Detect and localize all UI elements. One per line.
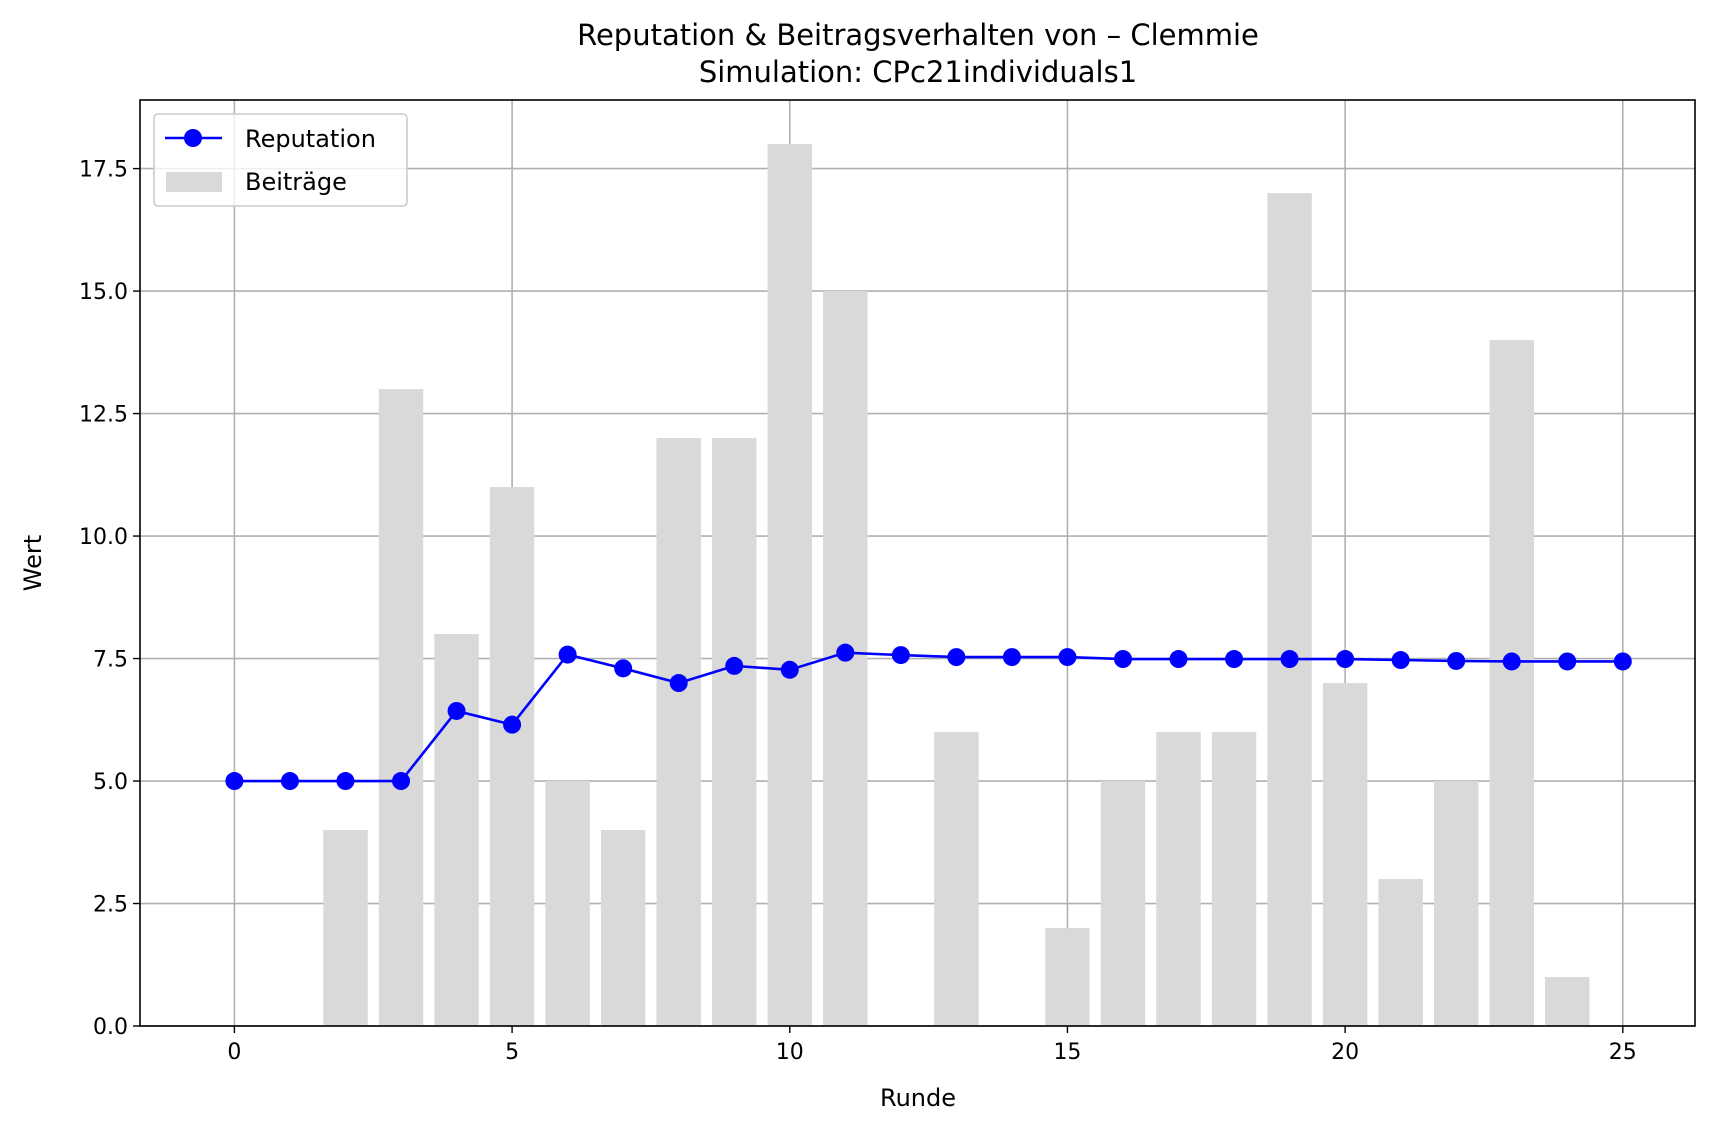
legend-marker-swatch bbox=[184, 129, 202, 147]
bar-series bbox=[323, 144, 1590, 1027]
bar-beitraege-6 bbox=[545, 781, 590, 1026]
bar-beitraege-22 bbox=[1433, 781, 1479, 1026]
bar-beitraege-3 bbox=[378, 389, 424, 1026]
bar-beitraege-4 bbox=[434, 634, 479, 1026]
reputation-point-12 bbox=[891, 646, 910, 665]
reputation-point-9 bbox=[725, 656, 744, 675]
y-tick-label: 10.0 bbox=[79, 525, 128, 550]
bar-beitraege-24 bbox=[1545, 977, 1590, 1026]
reputation-point-20 bbox=[1336, 650, 1355, 669]
y-tick-label: 7.5 bbox=[93, 648, 128, 673]
x-tick-label: 5 bbox=[505, 1040, 519, 1065]
legend-label-reputation: Reputation bbox=[245, 125, 376, 153]
reputation-point-0 bbox=[225, 772, 244, 791]
x-axis-ticks: 0 5 10 15 20 25 bbox=[227, 1026, 1637, 1065]
line-series bbox=[225, 643, 1632, 791]
reputation-point-5 bbox=[503, 715, 522, 734]
reputation-point-2 bbox=[336, 772, 355, 791]
y-tick-label: 17.5 bbox=[79, 158, 128, 183]
reputation-point-15 bbox=[1058, 648, 1077, 667]
reputation-point-14 bbox=[1002, 648, 1021, 667]
y-tick-label: 5.0 bbox=[93, 770, 128, 795]
bar-beitraege-2 bbox=[323, 830, 368, 1026]
bar-beitraege-9 bbox=[712, 438, 757, 1027]
reputation-point-22 bbox=[1447, 651, 1466, 670]
reputation-point-11 bbox=[836, 643, 855, 662]
bar-beitraege-17 bbox=[1156, 732, 1201, 1026]
x-tick-label: 25 bbox=[1609, 1040, 1637, 1065]
bar-beitraege-5 bbox=[489, 487, 535, 1026]
y-tick-label: 15.0 bbox=[79, 280, 128, 305]
x-tick-label: 20 bbox=[1331, 1040, 1359, 1065]
reputation-point-21 bbox=[1391, 651, 1410, 670]
reputation-point-25 bbox=[1613, 652, 1632, 671]
bar-beitraege-13 bbox=[934, 732, 979, 1026]
reputation-point-17 bbox=[1169, 650, 1188, 669]
reputation-line bbox=[234, 651, 1623, 783]
bar-beitraege-8 bbox=[656, 438, 701, 1027]
chart-title: Reputation & Beitragsverhalten von – Cle… bbox=[577, 18, 1259, 52]
plot-frame bbox=[139, 99, 1696, 1027]
x-tick-label: 10 bbox=[776, 1040, 804, 1065]
bar-beitraege-23 bbox=[1489, 340, 1534, 1026]
bar-beitraege-16 bbox=[1100, 781, 1146, 1026]
reputation-point-19 bbox=[1280, 650, 1299, 669]
reputation-point-18 bbox=[1225, 650, 1244, 669]
bar-beitraege-10 bbox=[767, 144, 812, 1027]
y-tick-label: 0.0 bbox=[93, 1015, 128, 1040]
y-tick-label: 12.5 bbox=[79, 403, 128, 428]
reputation-point-4 bbox=[447, 701, 466, 720]
bar-beitraege-7 bbox=[600, 830, 646, 1026]
y-axis-label: Wert bbox=[19, 535, 47, 591]
x-tick-label: 0 bbox=[227, 1040, 241, 1065]
reputation-point-10 bbox=[780, 660, 799, 679]
bar-beitraege-19 bbox=[1267, 193, 1312, 1026]
reputation-point-6 bbox=[558, 645, 577, 664]
reputation-point-24 bbox=[1558, 652, 1577, 671]
reputation-point-7 bbox=[614, 659, 633, 678]
bar-beitraege-21 bbox=[1378, 879, 1423, 1026]
bar-beitraege-20 bbox=[1322, 683, 1368, 1026]
reputation-point-8 bbox=[669, 674, 688, 693]
reputation-point-23 bbox=[1502, 652, 1521, 671]
reputation-point-13 bbox=[947, 648, 966, 667]
legend-bar-swatch bbox=[166, 172, 222, 192]
bar-beitraege-15 bbox=[1045, 928, 1090, 1026]
chart-subtitle: Simulation: CPc21individuals1 bbox=[699, 55, 1137, 89]
reputation-point-1 bbox=[280, 772, 299, 791]
legend: Reputation Beiträge bbox=[153, 113, 408, 207]
x-axis-label: Runde bbox=[880, 1084, 956, 1112]
x-tick-label: 15 bbox=[1053, 1040, 1081, 1065]
bar-beitraege-18 bbox=[1211, 732, 1257, 1026]
reputation-point-16 bbox=[1113, 650, 1132, 669]
y-tick-label: 2.5 bbox=[93, 893, 128, 918]
y-axis-ticks: 0.0 2.5 5.0 7.5 10.0 12.5 15.0 17.5 bbox=[79, 158, 140, 1040]
legend-label-beitraege: Beiträge bbox=[245, 168, 347, 196]
reputation-point-3 bbox=[392, 772, 411, 791]
